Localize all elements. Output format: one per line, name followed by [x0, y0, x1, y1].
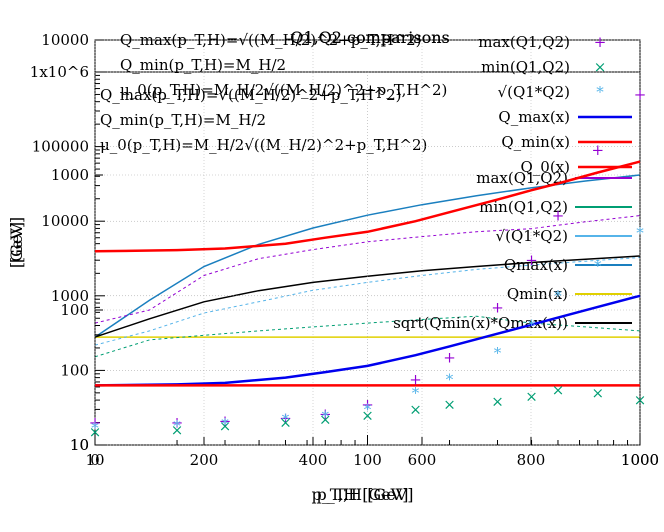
chart-1-x-tick-label: 10: [85, 451, 104, 469]
chart-1-point-max-q1-q2-: +: [319, 405, 332, 423]
chart-1-point--q1-q2-: *: [554, 287, 562, 305]
chart-1-formula: μ_0(p_T,H)=M_H/2√((M_H/2)^2+p_T,H^2): [120, 81, 447, 99]
chart-1-y-tick-label: 1000: [51, 287, 89, 305]
chart-1-point-min-q1-q2-: ×: [552, 381, 565, 399]
chart-1-point-max-q1-q2-: +: [89, 414, 102, 432]
chart-2-x-tick-label: 600: [408, 451, 437, 469]
chart-1-legend-marker: ×: [594, 58, 607, 76]
chart-2-y-tick-label: 10: [70, 436, 89, 454]
chart-1-point--q1-q2-: *: [446, 371, 454, 389]
chart-1-point--q1-q2-: *: [173, 417, 181, 435]
chart-1-point-min-q1-q2-: ×: [491, 393, 504, 411]
chart-1-point--q1-q2-: *: [594, 257, 602, 275]
chart-2-formula: Q_min(p_T,H)=M_H/2: [100, 111, 266, 129]
chart-1-point-min-q1-q2-: ×: [634, 391, 647, 409]
chart-1-point-min-q1-q2-: ×: [279, 414, 292, 432]
chart-1-legend-label: Q_min(x): [501, 133, 570, 151]
chart-1-point-max-q1-q2-: +: [279, 409, 292, 427]
chart-2-x-tick-label: 1000: [621, 451, 659, 469]
chart-1-series-max-q1-q2-: + + + + + + + + + + + + +: [89, 86, 647, 432]
chart-2-x-tick-label: 800: [517, 451, 546, 469]
chart-2-formula: Q_max(p_T,H)=√((M_H/2)^2+p_T,H^2): [100, 86, 402, 104]
chart-1-legend-marker: +: [594, 33, 607, 51]
chart-1-point-min-q1-q2-: ×: [89, 423, 102, 441]
chart-1-y-tick-label: 100000: [32, 138, 89, 156]
chart-1-legend-label: √(Q1*Q2): [498, 83, 570, 101]
chart-1-point-min-q1-q2-: ×: [361, 406, 374, 424]
chart-1-legend-label: min(Q1,Q2): [481, 58, 570, 76]
chart-2-x-axis-label: p_T,H [GeV]: [312, 485, 409, 504]
chart-1-point-max-q1-q2-: +: [171, 414, 184, 432]
chart-2-legend-label: min(Q1,Q2): [479, 198, 568, 216]
chart-1-formula: Q_min(p_T,H)=M_H/2: [120, 56, 286, 74]
chart-2-y-tick-label: 100: [60, 301, 89, 319]
chart-1-series-min-q1-q2-: × × × × × × × × × × × × ×: [89, 381, 647, 441]
chart-1-point--q1-q2-: *: [91, 419, 99, 437]
chart-2-legend-label: max(Q1,Q2): [476, 169, 568, 187]
chart-1-point-max-q1-q2-: +: [634, 86, 647, 104]
chart-1-point--q1-q2-: *: [494, 344, 502, 362]
chart-1-point--q1-q2-: *: [282, 411, 290, 429]
chart-1-point-min-q1-q2-: ×: [409, 400, 422, 418]
chart-2-x-tick-label: 200: [190, 451, 219, 469]
chart-1-point-max-q1-q2-: +: [219, 412, 232, 430]
chart-2-title: Q1,Q2 comparisons: [290, 28, 449, 47]
chart-2-legend-label: Qmax(x): [504, 256, 568, 274]
chart-1-point--q1-q2-: *: [528, 317, 536, 335]
chart-2-legend-label: Qmin(x): [507, 285, 568, 303]
chart-1-legend-label: Q_max(x): [498, 108, 570, 126]
chart-1-point--q1-q2-: *: [412, 384, 420, 402]
chart-1-legend-marker: *: [596, 83, 604, 101]
chart-2-series--q1-q2-: [94, 257, 641, 346]
chart-2-legend-label: √(Q1*Q2): [496, 227, 568, 245]
chart-1-y-tick-label: 100: [60, 361, 89, 379]
chart-2-series-max-q1-q2-: [94, 215, 641, 324]
chart-1-formula: Q_max(p_T,H)=√((M_H/2)^2+p_T,H^2): [120, 31, 422, 49]
chart-1-y-tick-label: 10000: [41, 212, 89, 230]
chart-1-x-tick-label: 1000: [621, 451, 659, 469]
chart-1-point-max-q1-q2-: +: [552, 206, 565, 224]
chart-1-point--q1-q2-: *: [364, 400, 372, 418]
chart-1-point-min-q1-q2-: ×: [219, 417, 232, 435]
chart-1-title: Q1,Q2 comparisons: [290, 28, 449, 47]
chart-1-y-tick-label: 1x10^6: [30, 63, 89, 81]
chart-1-point-min-q1-q2-: ×: [443, 395, 456, 413]
chart-1-point-max-q1-q2-: +: [491, 298, 504, 316]
chart-1-point-min-q1-q2-: ×: [525, 387, 538, 405]
chart-1-point-max-q1-q2-: +: [525, 251, 538, 269]
chart-2-formula: μ_0(p_T,H)=M_H/2√((M_H/2)^2+p_T,H^2): [100, 136, 427, 154]
chart-1-point-min-q1-q2-: ×: [171, 421, 184, 439]
chart-2-y-tick-label: 10000: [41, 31, 89, 49]
chart-2-x-tick-label: 0: [90, 451, 100, 469]
chart-1-point--q1-q2-: *: [636, 224, 644, 242]
chart-1-series-q-0-x-: [94, 160, 641, 253]
chart-1-series-q-max-x-: [94, 294, 641, 387]
chart-1-x-axis-label: p_T,H [GeV]: [317, 485, 414, 504]
chart-1-point-min-q1-q2-: ×: [592, 384, 605, 402]
chart-1-series--q1-q2-: * * * * * * * * * * * * *: [91, 224, 644, 437]
chart-1-point-min-q1-q2-: ×: [319, 411, 332, 429]
chart-1-point--q1-q2-: *: [221, 415, 229, 433]
chart-2-y-axis-label: [GeV]: [7, 217, 26, 263]
chart-2-series-min-q1-q2-: [94, 315, 641, 358]
chart-1-point-max-q1-q2-: +: [409, 371, 422, 389]
chart-1-legend-label: max(Q1,Q2): [478, 33, 570, 51]
chart-1-legend-label: Q_0(x): [520, 158, 570, 176]
chart-1-point-max-q1-q2-: +: [361, 395, 374, 413]
chart-1-point--q1-q2-: *: [322, 408, 330, 426]
chart-1-x-tick-label: 100: [353, 451, 382, 469]
chart-2-y-tick-label: 1000: [51, 166, 89, 184]
chart-1-y-axis-label: [GeV]: [7, 222, 26, 268]
chart-1-point-max-q1-q2-: +: [592, 141, 605, 159]
chart-1-point-max-q1-q2-: +: [443, 348, 456, 366]
chart-2-x-tick-label: 400: [299, 451, 328, 469]
chart-1-y-tick-label: 10: [70, 436, 89, 454]
